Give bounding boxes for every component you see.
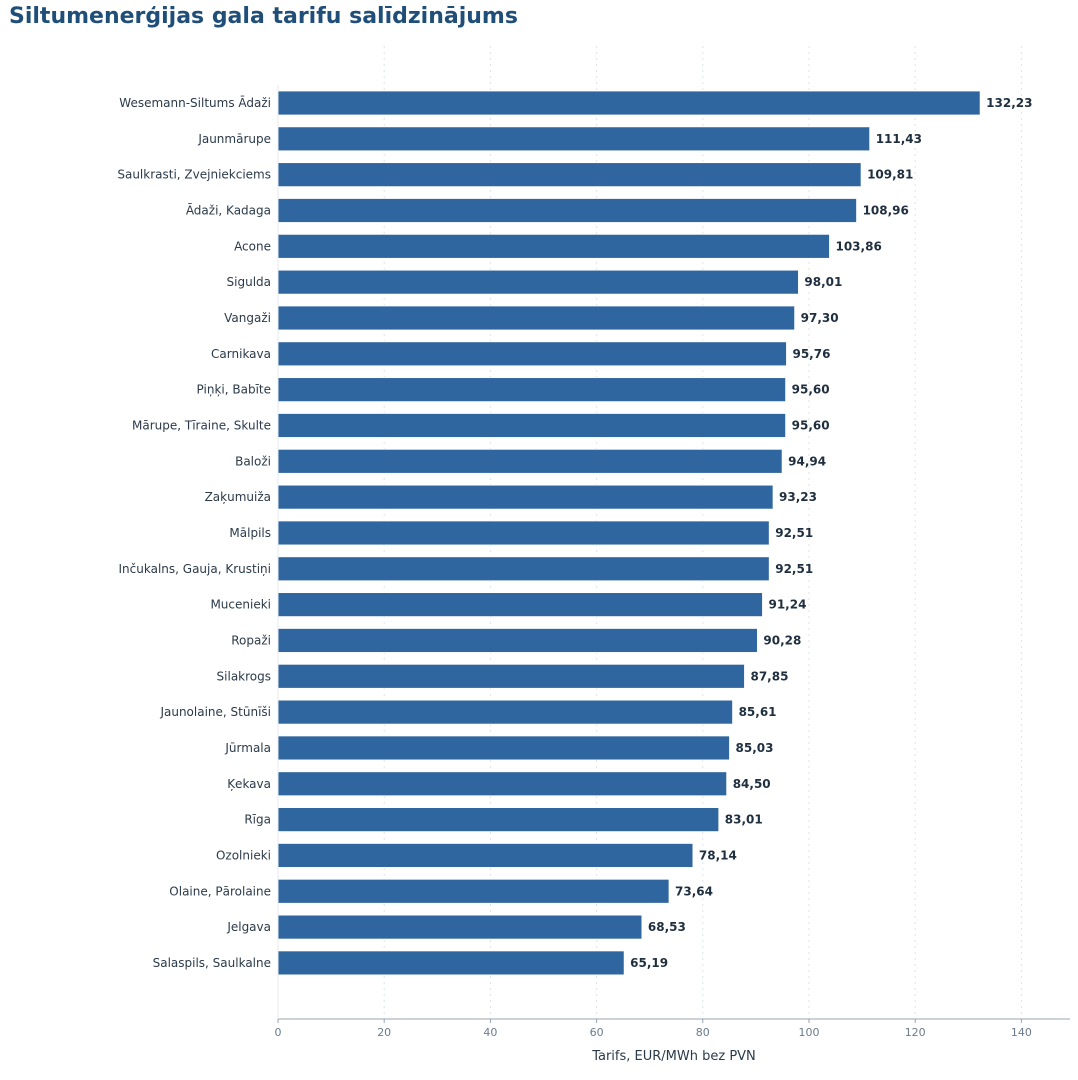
- value-label: 103,86: [835, 239, 881, 253]
- value-label: 95,60: [792, 383, 830, 397]
- bar: [277, 628, 758, 653]
- value-label: 85,03: [736, 741, 774, 755]
- value-label: 108,96: [863, 203, 909, 217]
- bar: [277, 663, 745, 689]
- x-tick-label: 140: [1011, 1026, 1032, 1039]
- category-label: Ādaži, Kadaga: [186, 203, 271, 217]
- value-label: 132,23: [986, 96, 1032, 110]
- bar: [277, 305, 796, 331]
- category-label: Inčukalns, Gauja, Krustiņi: [119, 562, 271, 576]
- category-label: Wesemann-Siltums Ādaži: [119, 96, 271, 110]
- value-label: 83,01: [725, 813, 763, 827]
- value-labels: 132,23 111,43 109,81 108,96 103,86 98,01 97,30…: [630, 96, 1032, 970]
- value-label: 97,30: [801, 311, 839, 325]
- value-label: 90,28: [763, 633, 801, 647]
- value-label: 73,64: [675, 884, 713, 898]
- category-label: Jūrmala: [224, 741, 271, 755]
- category-label: Carnikava: [211, 347, 271, 361]
- bar: [277, 699, 733, 725]
- value-label: 91,24: [768, 598, 806, 612]
- x-tick-label: 100: [799, 1026, 820, 1039]
- bar: [277, 592, 763, 618]
- value-label: 111,43: [876, 132, 922, 146]
- value-label: 109,81: [867, 168, 913, 182]
- category-label: Olaine, Pārolaine: [169, 884, 271, 898]
- bar: [277, 269, 799, 295]
- x-tick-label: 0: [275, 1026, 282, 1039]
- category-label: Sigulda: [227, 275, 271, 289]
- bar: [277, 914, 643, 940]
- category-label: Ķekava: [227, 777, 271, 791]
- category-label: Ropaži: [231, 633, 271, 647]
- bar: [277, 520, 770, 546]
- category-label: Acone: [234, 239, 271, 253]
- bar: [277, 377, 787, 403]
- x-axis: 0 20 40 60 80 100 120 140: [275, 85, 1070, 1039]
- bar: [277, 413, 787, 438]
- bar: [277, 162, 862, 188]
- value-label: 92,51: [775, 562, 813, 576]
- bar: [277, 90, 981, 116]
- x-tick-label: 40: [483, 1026, 497, 1039]
- category-label: Jaunmārupe: [197, 132, 271, 146]
- bar: [277, 807, 720, 832]
- category-label: Piņķi, Babīte: [197, 383, 271, 397]
- category-label: Vangaži: [224, 311, 271, 325]
- category-label: Silakrogs: [217, 669, 271, 683]
- x-tick-label: 80: [696, 1026, 710, 1039]
- value-label: 95,76: [792, 347, 830, 361]
- value-label: 65,19: [630, 956, 668, 970]
- bar: [277, 771, 728, 797]
- x-tick-label: 60: [590, 1026, 604, 1039]
- category-labels: Wesemann-Siltums Ādaži Jaunmārupe Saulkras…: [117, 96, 271, 970]
- bar: [277, 126, 871, 152]
- bars: [277, 90, 981, 976]
- category-label: Ozolnieki: [216, 848, 271, 862]
- value-label: 98,01: [804, 275, 842, 289]
- x-tick-label: 20: [377, 1026, 391, 1039]
- bar: [277, 448, 783, 474]
- value-label: 85,61: [739, 705, 777, 719]
- category-label: Mālpils: [229, 526, 271, 540]
- bar: [277, 843, 694, 868]
- bar: [277, 878, 670, 904]
- value-label: 93,23: [779, 490, 817, 504]
- bar: [277, 950, 625, 976]
- category-label: Mārupe, Tīraine, Skulte: [132, 418, 271, 432]
- value-label: 95,60: [792, 418, 830, 432]
- value-label: 84,50: [733, 777, 771, 791]
- bar: [277, 341, 787, 367]
- category-label: Salaspils, Saulkalne: [153, 956, 271, 970]
- x-axis-title: Tarifs, EUR/MWh bez PVN: [591, 1049, 756, 1064]
- value-label: 87,85: [750, 669, 788, 683]
- value-label: 68,53: [648, 920, 686, 934]
- value-label: 78,14: [699, 848, 737, 862]
- bar: [277, 484, 774, 510]
- category-label: Zaķumuiža: [205, 490, 271, 504]
- bar: [277, 233, 830, 259]
- category-label: Saulkrasti, Zvejniekciems: [117, 168, 271, 182]
- category-label: Baloži: [235, 454, 271, 468]
- x-tick-label: 120: [905, 1026, 926, 1039]
- bar: [277, 198, 857, 223]
- category-label: Jaunolaine, Stūnīši: [159, 705, 271, 719]
- bar: [277, 735, 730, 761]
- chart-title: Siltumenerģijas gala tarifu salīdzinājum…: [9, 4, 518, 29]
- value-label: 94,94: [788, 454, 826, 468]
- category-label: Rīga: [244, 813, 271, 827]
- category-label: Mucenieki: [210, 598, 271, 612]
- value-label: 92,51: [775, 526, 813, 540]
- category-label: Jelgava: [226, 920, 271, 934]
- bar: [277, 556, 770, 582]
